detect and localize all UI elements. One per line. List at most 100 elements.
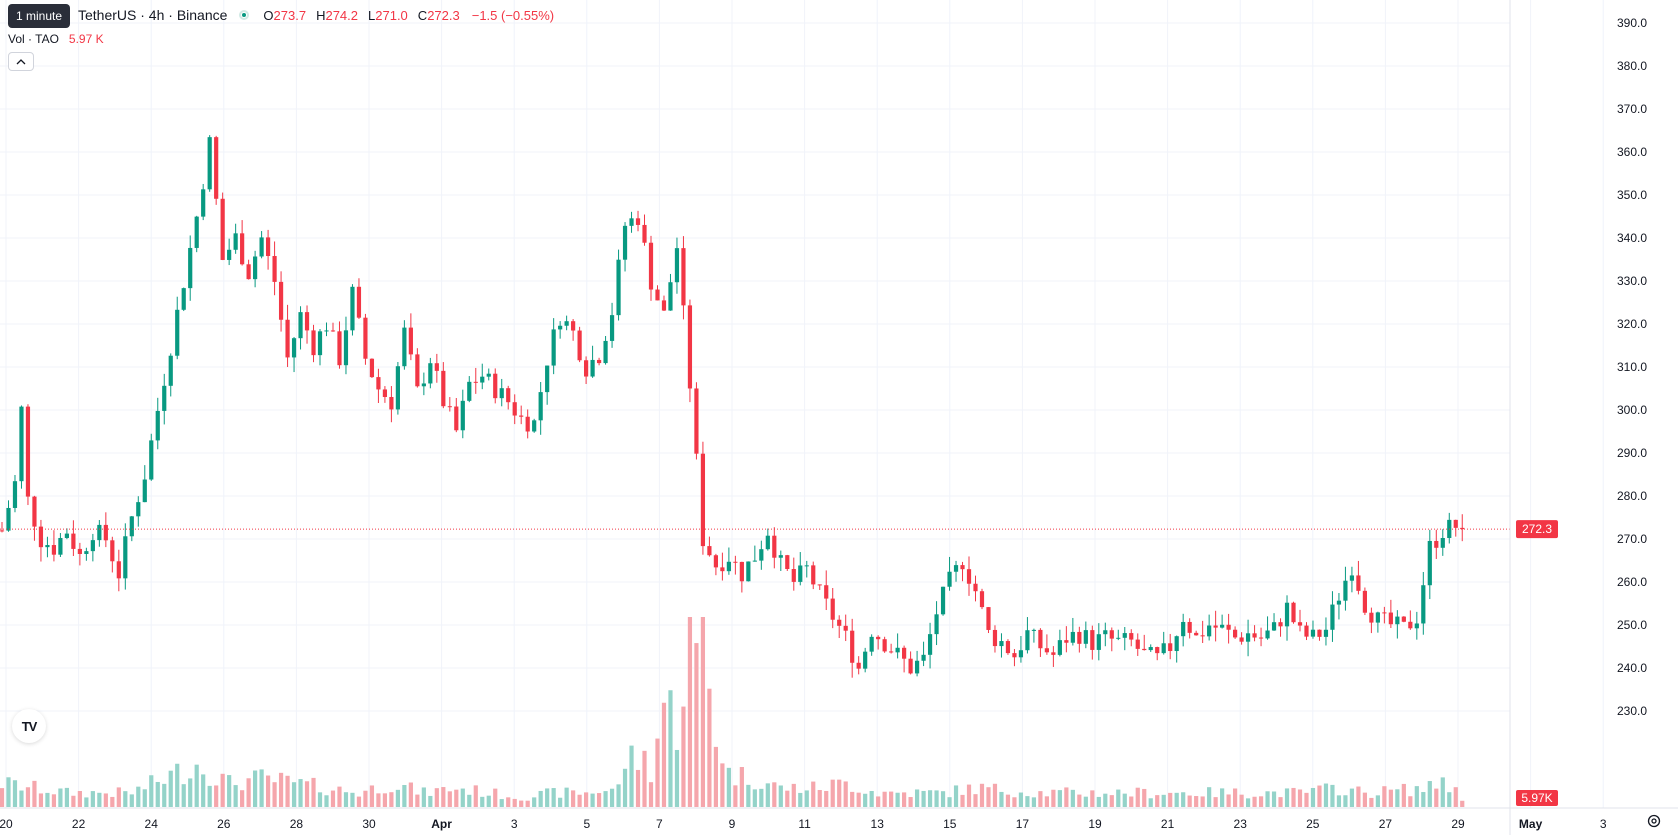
time-tick-label: 23: [1234, 817, 1248, 831]
time-tick-label: 3: [1600, 817, 1607, 831]
candle-body: [1012, 653, 1017, 658]
candle-body: [1122, 633, 1127, 638]
volume-bars: [0, 617, 1465, 807]
candle-body: [934, 614, 939, 635]
candle-body: [700, 453, 706, 547]
volume-bar: [622, 768, 628, 807]
candle-body: [317, 331, 323, 356]
candle-body: [739, 561, 744, 582]
volume-bar: [824, 790, 829, 807]
candle-body: [194, 216, 199, 248]
candle-body: [12, 481, 18, 508]
volume-bar: [188, 778, 193, 807]
candle-body: [272, 256, 277, 282]
candle-body: [1057, 640, 1062, 655]
volume-bar: [726, 767, 731, 807]
candle-body: [713, 555, 718, 568]
candle-body: [824, 585, 829, 599]
candle-body: [1090, 630, 1095, 650]
volume-bar: [1174, 792, 1179, 807]
volume-bar: [246, 778, 251, 807]
collapse-legend-button[interactable]: [8, 52, 34, 71]
candle-body: [1304, 625, 1309, 637]
candle-body: [661, 300, 667, 311]
candle-body: [19, 406, 24, 482]
volume-bar: [1181, 792, 1186, 807]
volume-bar: [467, 794, 472, 807]
candle-body: [25, 406, 31, 497]
candle-body: [1453, 519, 1458, 528]
price-axis[interactable]: 390.0 380.0 370.0 360.0 350.0 340.0 330.0 320.0…: [1509, 0, 1647, 835]
volume-bar: [564, 787, 569, 807]
volume-bar: [1291, 787, 1296, 807]
volume-bar: [882, 791, 887, 807]
time-axis[interactable]: 20 22 24 26 28 30 Apr 3 5 7 9 11 13 15 17 19 21 23 25 27 29 M…: [0, 807, 1678, 831]
volume-bar: [525, 800, 530, 807]
candle-body: [1025, 630, 1030, 651]
volume-bar: [538, 790, 543, 807]
candle-body: [979, 591, 985, 608]
volume-bar: [668, 690, 673, 807]
volume-bar: [1382, 786, 1387, 807]
candle-body: [947, 571, 952, 587]
volume-bar: [1103, 793, 1108, 807]
volume-bar: [804, 790, 809, 807]
volume-bar: [765, 783, 770, 807]
price-tick-label: 270.0: [1617, 532, 1647, 546]
candle-body: [291, 338, 297, 358]
volume-bar: [84, 797, 89, 807]
time-tick-label: 20: [0, 817, 13, 831]
candle-body: [1018, 650, 1024, 658]
volume-bar: [428, 795, 433, 807]
gear-icon[interactable]: [1646, 813, 1662, 829]
candle-body: [123, 536, 128, 579]
candle-body: [908, 658, 913, 674]
volume-bar: [1161, 794, 1166, 807]
candle-body: [519, 415, 524, 417]
candle-body: [1284, 602, 1290, 627]
volume-bar: [759, 788, 764, 807]
candle-body: [914, 660, 920, 674]
volume-bar: [1129, 796, 1134, 807]
candle-body: [902, 647, 907, 659]
time-tick-label: 5: [583, 817, 590, 831]
candle-body: [804, 565, 809, 567]
candle-body: [447, 406, 452, 408]
candle-body: [434, 363, 439, 371]
candle-body: [551, 329, 556, 366]
time-tick-label: 9: [729, 817, 736, 831]
candle-body: [90, 540, 95, 552]
candle-body: [1349, 575, 1355, 581]
volume-bar: [1044, 796, 1049, 807]
volume-bar: [590, 793, 595, 807]
candle-body: [499, 388, 504, 399]
candle-body: [1051, 652, 1056, 655]
candle-body: [622, 225, 628, 260]
candle-body: [188, 247, 193, 289]
price-tick-label: 260.0: [1617, 575, 1647, 589]
volume-bar: [1297, 789, 1303, 807]
candle-body: [648, 242, 654, 290]
candle-body: [1291, 602, 1296, 623]
tradingview-logo-icon[interactable]: TV: [12, 709, 46, 743]
candle-body: [1044, 648, 1049, 653]
volume-bar: [272, 782, 277, 807]
volume-bar: [395, 789, 400, 807]
candle-body: [889, 651, 894, 653]
candle-body: [564, 321, 569, 326]
symbol-title[interactable]: TetherUS · 4h · Binance: [78, 7, 228, 23]
candle-body: [538, 392, 543, 421]
volume-bar: [1440, 777, 1445, 807]
candle-body: [1116, 637, 1121, 639]
volume-bar: [330, 790, 336, 807]
volume-bar: [1070, 789, 1075, 807]
candle-body: [227, 249, 232, 260]
volume-bar: [979, 783, 985, 807]
volume-bar: [681, 706, 686, 807]
candle-body: [1096, 634, 1101, 650]
volume-bar: [1018, 792, 1024, 807]
volume-title[interactable]: Vol · TAO: [8, 32, 59, 46]
price-tick-label: 360.0: [1617, 145, 1647, 159]
